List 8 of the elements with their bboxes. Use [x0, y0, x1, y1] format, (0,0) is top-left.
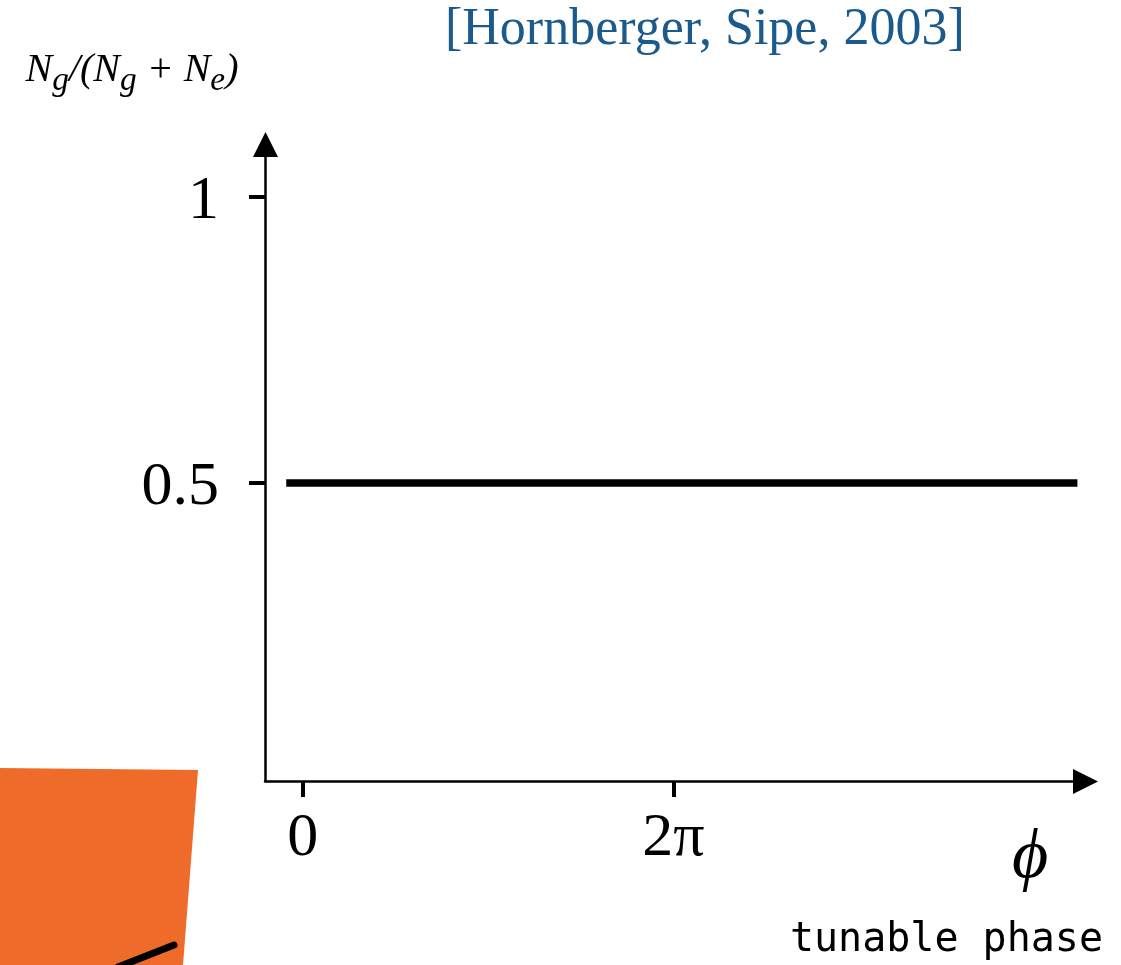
x-axis-title: ϕ — [1012, 814, 1049, 892]
x-tick-label: 2π — [642, 800, 705, 868]
y-axis-title: N$_{g}$/(N$_{g}$ + N$_{e}$) — [24, 44, 240, 98]
y-tick-label: 1 — [188, 162, 219, 231]
y-tick-label: 0.5 — [141, 449, 219, 518]
text: tunable phase — [789, 914, 1104, 960]
chart-title: [Hornberger, Sipe, 2003] — [445, 0, 965, 55]
x-tick-label: 0 — [287, 800, 319, 868]
